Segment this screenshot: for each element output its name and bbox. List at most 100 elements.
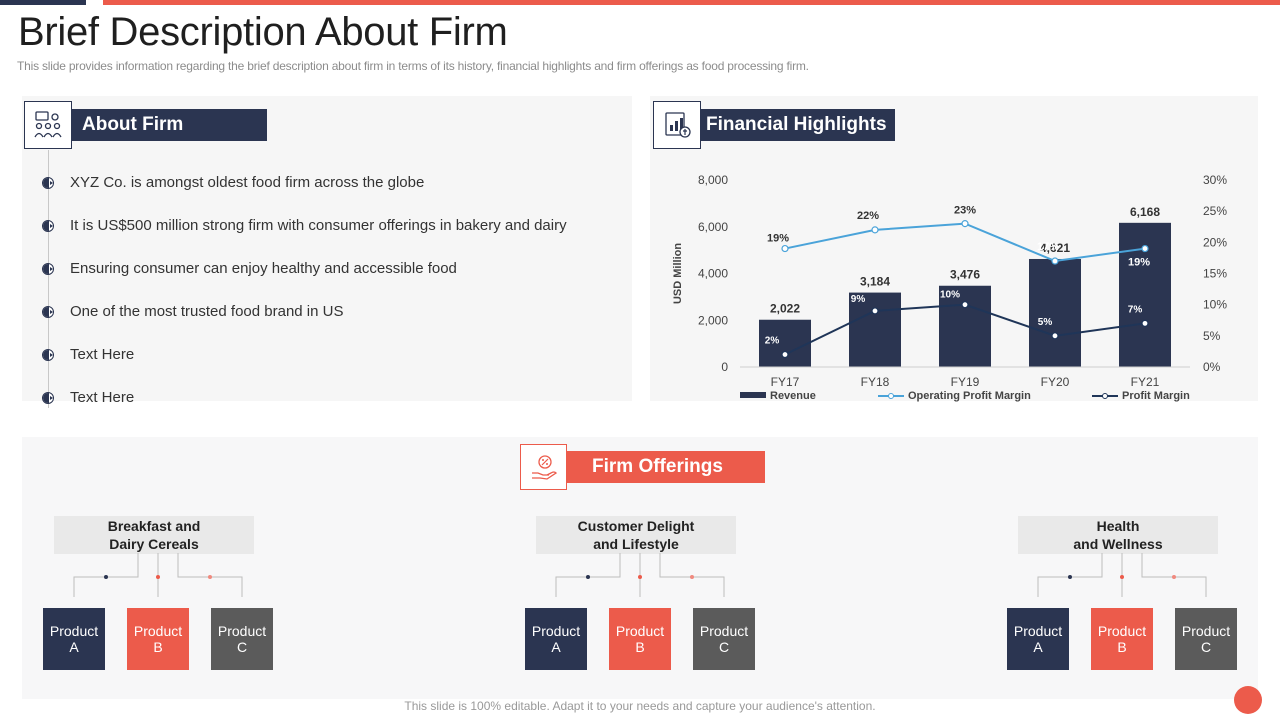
profit-margin-data-label: 9%	[851, 294, 866, 305]
bullet-arrow-icon	[42, 391, 54, 404]
product-tile: Product A	[1007, 608, 1069, 670]
x-tick-label: FY19	[951, 375, 980, 389]
about-item: Text Here	[42, 389, 134, 406]
product-label: Product	[1013, 623, 1063, 639]
product-letter: C	[236, 639, 248, 655]
about-item-text: One of the most trusted food brand in US	[70, 303, 344, 320]
x-tick-label: FY18	[861, 375, 890, 389]
y2-tick-label: 25%	[1203, 204, 1227, 218]
top-accent-bar-red	[103, 0, 1280, 5]
about-item: Ensuring consumer can enjoy healthy and …	[42, 260, 457, 277]
revenue-bar	[759, 319, 811, 367]
revenue-bar	[1029, 258, 1081, 367]
x-tick-label: FY17	[771, 375, 800, 389]
profit-margin-point	[1051, 332, 1059, 340]
y-axis-title: USD Million	[672, 243, 684, 304]
revenue-bar	[1119, 222, 1171, 367]
about-item-text: It is US$500 million strong firm with co…	[70, 217, 567, 234]
operating-profit-margin-point	[1051, 257, 1059, 265]
profit-margin-data-label: 10%	[940, 290, 960, 301]
slide-subtitle: This slide provides information regardin…	[17, 59, 809, 73]
y-tick-label: 2,000	[698, 313, 728, 327]
financial-chart: 0 2,000 4,000 6,000 8,000 0% 5% 10% 15% 20% 25% 30%…	[672, 173, 1227, 402]
product-letter: A	[551, 639, 561, 655]
product-tile: Product B	[609, 608, 671, 670]
profit-margin-point	[1141, 319, 1149, 327]
top-accent-bar-dark	[0, 0, 86, 5]
operating-profit-margin-point	[781, 244, 789, 253]
about-item: One of the most trusted food brand in US	[42, 303, 344, 320]
product-tile: Product B	[1091, 608, 1153, 670]
about-item-text: Ensuring consumer can enjoy healthy and …	[70, 260, 457, 277]
y-tick-label: 0	[721, 360, 728, 374]
y2-tick-label: 20%	[1203, 235, 1227, 249]
revenue-data-label: 6,168	[1130, 205, 1160, 219]
y2-tick-label: 30%	[1203, 173, 1227, 187]
legend-marker	[888, 393, 894, 399]
profit-margin-point	[781, 350, 789, 359]
product-label: Product	[49, 623, 99, 639]
category-title-line1: Customer Delight	[577, 518, 695, 534]
about-timeline-line	[48, 150, 49, 408]
bullet-arrow-icon	[42, 348, 54, 361]
revenue-bar	[939, 285, 991, 367]
product-tile: Product B	[127, 608, 189, 670]
category-title-line2: and Lifestyle	[593, 536, 679, 552]
operating-profit-margin-data-label: 17%	[1037, 241, 1059, 253]
product-label: Product	[699, 623, 749, 639]
revenue-bar	[849, 292, 901, 367]
bullet-arrow-icon	[42, 262, 54, 275]
product-label: Product	[1181, 623, 1231, 639]
financial-highlights-heading: Financial Highlights	[700, 109, 895, 141]
profit-margin-data-label: 5%	[1038, 317, 1053, 328]
about-item: XYZ Co. is amongst oldest food firm acro…	[42, 174, 424, 191]
y2-tick-label: 0%	[1203, 360, 1221, 374]
about-item-text: XYZ Co. is amongst oldest food firm acro…	[70, 174, 425, 191]
x-tick-label: FY20	[1041, 375, 1070, 389]
revenue-data-label: 2,022	[770, 302, 800, 316]
operating-profit-margin-point	[961, 220, 969, 228]
about-item: It is US$500 million strong firm with co…	[42, 217, 567, 234]
y2-tick-label: 15%	[1203, 267, 1227, 281]
product-tile: Product C	[693, 608, 755, 670]
legend-swatch-revenue	[740, 392, 766, 398]
operating-profit-margin-data-label: 23%	[954, 205, 976, 217]
financial-report-icon	[653, 101, 701, 149]
product-label: Product	[615, 623, 665, 639]
category-title-line2: Dairy Cereals	[109, 536, 199, 552]
slide-footer-note: This slide is 100% editable. Adapt it to…	[404, 699, 876, 713]
offering-connector	[73, 553, 243, 597]
percent-hand-icon	[520, 444, 567, 490]
about-firm-panel	[22, 96, 632, 401]
category-title-line2: and Wellness	[1073, 536, 1163, 552]
corner-accent-dot	[1234, 686, 1262, 714]
about-item: Text Here	[42, 346, 134, 363]
offering-category: Customer Delight and Lifestyle	[536, 516, 736, 554]
bullet-arrow-icon	[42, 305, 54, 318]
category-title-line1: Breakfast and	[107, 518, 201, 534]
legend-label: Revenue	[770, 390, 816, 402]
operating-profit-margin-data-label: 22%	[857, 210, 879, 222]
firm-offerings-heading: Firm Offerings	[567, 451, 765, 483]
product-tile: Product A	[43, 608, 105, 670]
product-letter: A	[1033, 639, 1043, 655]
offering-connector	[1037, 553, 1207, 597]
y2-tick-label: 10%	[1203, 298, 1227, 312]
product-letter: C	[718, 639, 730, 655]
revenue-data-label: 4,621	[1040, 241, 1070, 255]
product-letter: B	[153, 639, 163, 655]
y-tick-label: 8,000	[698, 173, 728, 187]
y-tick-label: 6,000	[698, 220, 728, 234]
operating-profit-margin-point	[1141, 244, 1149, 253]
operating-profit-margin-data-label: 19%	[767, 233, 789, 245]
product-label: Product	[531, 623, 581, 639]
operating-profit-margin-line	[784, 222, 1146, 263]
bullet-arrow-icon	[42, 176, 54, 189]
revenue-data-label: 3,184	[860, 275, 890, 289]
profit-margin-data-label: 2%	[765, 336, 780, 347]
profit-margin-data-label: 7%	[1128, 304, 1143, 315]
presenter-team-icon	[24, 101, 72, 149]
product-letter: C	[1200, 639, 1212, 655]
product-letter: A	[69, 639, 79, 655]
